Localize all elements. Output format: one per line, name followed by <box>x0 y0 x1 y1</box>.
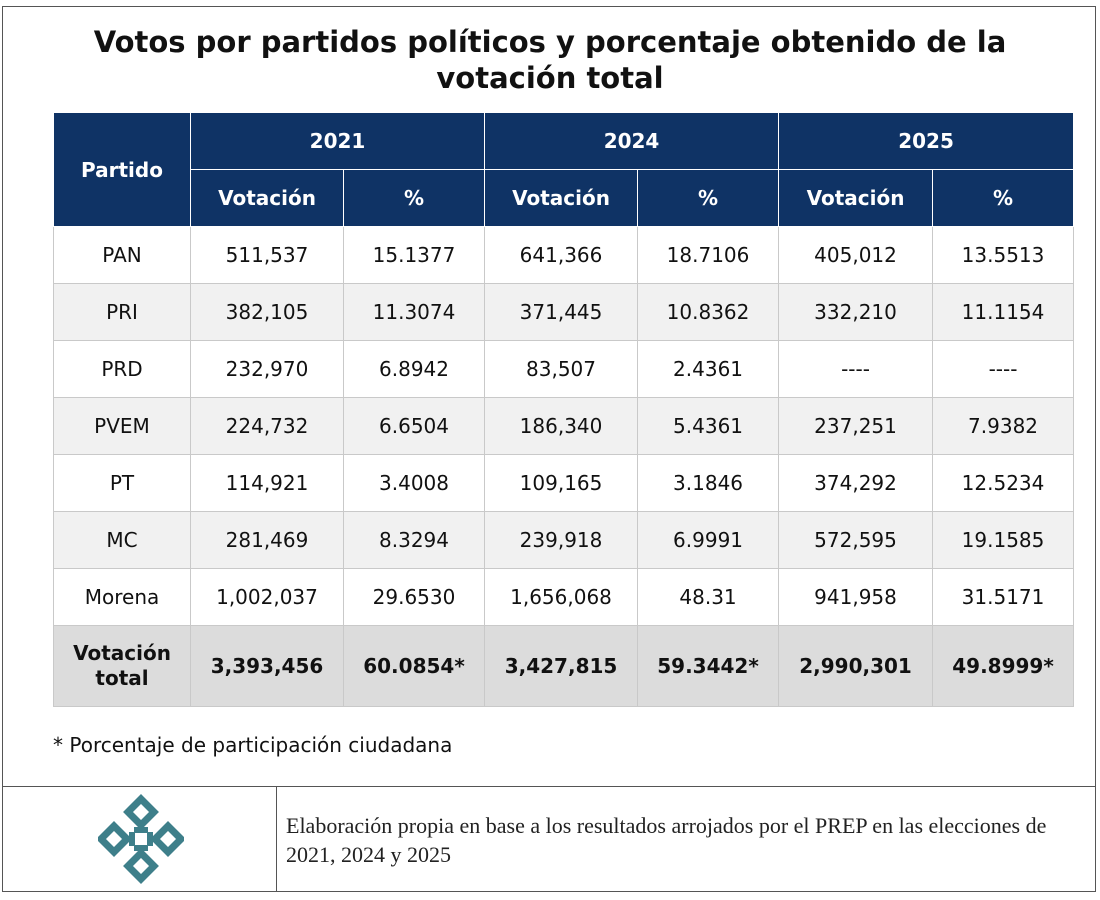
votes-cell: 237,251 <box>778 397 934 455</box>
table-body: PAN 511,537 15.1377 641,366 18.7106 405,012 13… <box>53 226 1075 707</box>
percent-cell: ---- <box>932 340 1075 398</box>
votes-cell: 239,918 <box>484 511 639 569</box>
table-row: PRI 382,105 11.3074 371,445 10.8362 332,210 11… <box>53 283 1075 341</box>
votes-cell: 641,366 <box>484 226 639 284</box>
votes-cell: ---- <box>778 340 934 398</box>
table-row: PAN 511,537 15.1377 641,366 18.7106 405,012 13… <box>53 226 1075 284</box>
table-row: PRD 232,970 6.8942 83,507 2.4361 ---- ---- <box>53 340 1075 398</box>
percent-cell: 29.6530 <box>342 568 486 626</box>
party-name-cell: PT <box>53 454 191 512</box>
percent-cell: 6.8942 <box>342 340 486 398</box>
table-row: PT 114,921 3.4008 109,165 3.1846 374,292 12.52… <box>53 454 1075 512</box>
party-name-cell: Morena <box>53 568 191 626</box>
votes-cell: 114,921 <box>190 454 344 512</box>
votes-cell: 83,507 <box>484 340 639 398</box>
header-year-2021: 2021 <box>189 112 486 170</box>
header-partido: Partido <box>53 112 191 227</box>
table-row: PVEM 224,732 6.6504 186,340 5.4361 237,251 7.9… <box>53 397 1075 455</box>
total-votes-cell: 3,427,815 <box>484 625 639 707</box>
percent-cell: 5.4361 <box>637 397 780 455</box>
total-percent-cell: 49.8999* <box>932 625 1075 707</box>
source-text: Elaboración propia en base a los resulta… <box>286 813 1047 867</box>
votes-cell: 1,656,068 <box>484 568 639 626</box>
percent-cell: 31.5171 <box>932 568 1075 626</box>
percent-cell: 7.9382 <box>932 397 1075 455</box>
header-percent: % <box>932 169 1075 227</box>
party-name-cell: PRD <box>53 340 191 398</box>
header-percent: % <box>342 169 486 227</box>
percent-cell: 3.1846 <box>637 454 780 512</box>
percent-cell: 48.31 <box>637 568 780 626</box>
header-votacion: Votación <box>484 169 639 227</box>
votes-cell: 941,958 <box>778 568 934 626</box>
total-label-cell: Votación total <box>53 625 191 707</box>
total-votes-cell: 2,990,301 <box>778 625 934 707</box>
votes-cell: 281,469 <box>190 511 344 569</box>
header-year-2024: 2024 <box>484 112 780 170</box>
votes-cell: 572,595 <box>778 511 934 569</box>
footer-divider <box>276 787 277 892</box>
table-row: Morena 1,002,037 29.6530 1,656,068 48.31 941,… <box>53 568 1075 626</box>
percent-cell: 19.1585 <box>932 511 1075 569</box>
header-percent: % <box>637 169 780 227</box>
institution-logo-icon <box>98 794 184 884</box>
votes-cell: 332,210 <box>778 283 934 341</box>
party-name-cell: PVEM <box>53 397 191 455</box>
page-frame <box>2 6 1096 892</box>
votes-cell: 109,165 <box>484 454 639 512</box>
table-title: Votos por partidos políticos y porcentaj… <box>93 25 1007 95</box>
percent-cell: 11.1154 <box>932 283 1075 341</box>
percent-cell: 13.5513 <box>932 226 1075 284</box>
percent-cell: 18.7106 <box>637 226 780 284</box>
votes-cell: 511,537 <box>190 226 344 284</box>
votes-cell: 1,002,037 <box>190 568 344 626</box>
percent-cell: 10.8362 <box>637 283 780 341</box>
total-percent-cell: 60.0854* <box>342 625 486 707</box>
votes-cell: 405,012 <box>778 226 934 284</box>
total-row: Votación total 3,393,456 60.0854* 3,427,815 5… <box>53 625 1075 707</box>
percent-cell: 11.3074 <box>342 283 486 341</box>
percent-cell: 6.9991 <box>637 511 780 569</box>
table-row: MC 281,469 8.3294 239,918 6.9991 572,595 19.15… <box>53 511 1075 569</box>
total-label-line1: Votación <box>73 641 171 665</box>
votes-cell: 382,105 <box>190 283 344 341</box>
percent-cell: 2.4361 <box>637 340 780 398</box>
header-votacion: Votación <box>190 169 344 227</box>
percent-cell: 15.1377 <box>342 226 486 284</box>
votes-table: Partido 2021 2024 2025 Votación % Votaci… <box>53 112 1075 707</box>
votes-cell: 374,292 <box>778 454 934 512</box>
header-votacion: Votación <box>778 169 934 227</box>
total-label-line2: total <box>95 666 149 690</box>
percent-cell: 8.3294 <box>342 511 486 569</box>
votes-cell: 224,732 <box>190 397 344 455</box>
footer: Elaboración propia en base a los resulta… <box>2 786 1096 892</box>
votes-cell: 371,445 <box>484 283 639 341</box>
percent-cell: 3.4008 <box>342 454 486 512</box>
percent-cell: 6.6504 <box>342 397 486 455</box>
votes-cell: 186,340 <box>484 397 639 455</box>
party-name-cell: PAN <box>53 226 191 284</box>
total-votes-cell: 3,393,456 <box>190 625 344 707</box>
footnote: * Porcentaje de participación ciudadana <box>53 733 453 757</box>
header-year-2025: 2025 <box>778 112 1075 170</box>
party-name-cell: PRI <box>53 283 191 341</box>
votes-cell: 232,970 <box>190 340 344 398</box>
total-percent-cell: 59.3442* <box>637 625 780 707</box>
party-name-cell: MC <box>53 511 191 569</box>
percent-cell: 12.5234 <box>932 454 1075 512</box>
